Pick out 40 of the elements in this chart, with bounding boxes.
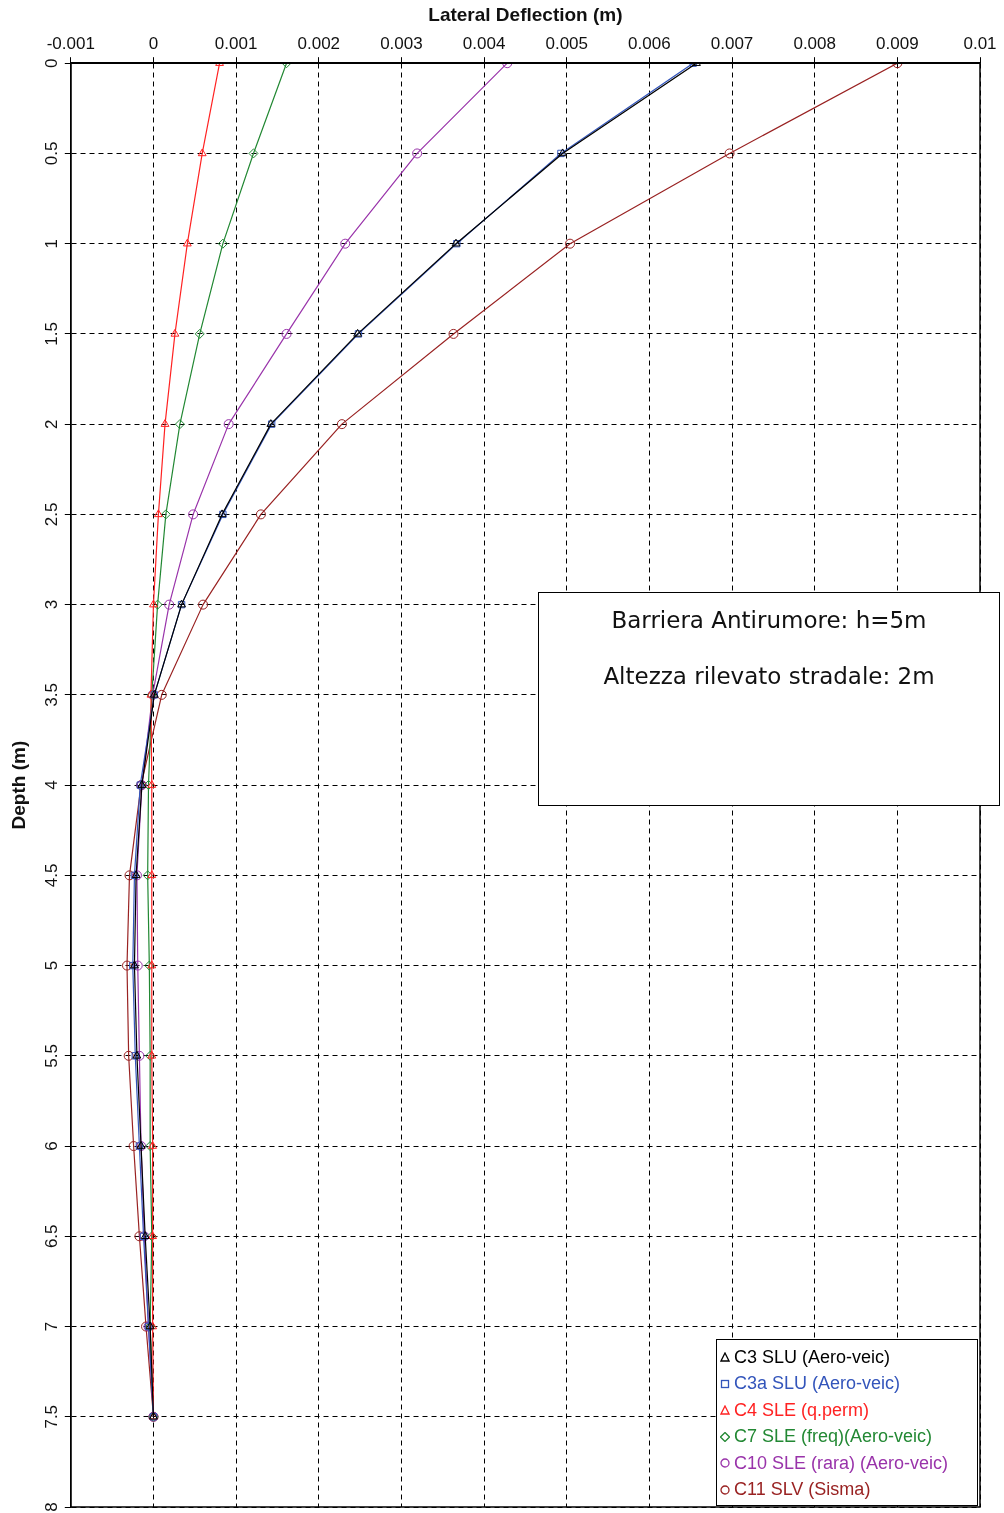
annotation: Altezza rilevato stradale: 2m <box>602 663 936 689</box>
legend-label: C7 SLE (freq)(Aero-veic) <box>734 1426 933 1448</box>
y-tick-label: 0 <box>42 58 62 68</box>
x-tick-label: 0.003 <box>380 33 423 53</box>
y-tick-label: 4.5 <box>42 863 62 888</box>
y-tick-label: 4 <box>42 780 62 790</box>
y-tick-label: 7 <box>42 1321 62 1332</box>
y-tick-label: 5 <box>42 960 62 971</box>
x-tick-label: 0.007 <box>710 33 754 53</box>
y-axis-title: Depth (m) <box>7 740 29 830</box>
y-tick-label: 5.5 <box>42 1043 62 1068</box>
x-tick-label: 0.005 <box>545 33 588 53</box>
x-tick-label: -0.001 <box>46 33 95 53</box>
x-tick-label: 0.004 <box>462 33 506 53</box>
y-tick-label: 0.5 <box>42 141 62 166</box>
x-tick-label: 0.002 <box>297 33 341 53</box>
x-tick-label: 0.009 <box>876 33 919 53</box>
x-tick-label: 0.008 <box>793 33 836 53</box>
annotation: Barriera Antirumore: h=5m <box>610 607 928 633</box>
y-tick-label: 2 <box>42 419 62 429</box>
x-axis-title: Lateral Deflection (m) <box>428 3 623 25</box>
y-tick-label: 8 <box>42 1502 62 1512</box>
legend-label: C11 SLV (Sisma) <box>734 1479 871 1501</box>
x-tick-label: 0 <box>148 33 159 53</box>
x-tick-label: 0.01 <box>963 33 997 53</box>
legend-label: C4 SLE (q.perm) <box>734 1399 870 1421</box>
y-tick-label: 1 <box>42 238 62 249</box>
x-tick-label: 0.006 <box>628 33 671 53</box>
y-tick-label: 6.5 <box>42 1224 62 1249</box>
legend-label: C3a SLU (Aero-veic) <box>734 1373 901 1395</box>
legend-label: C10 SLE (rara) (Aero-veic) <box>734 1452 949 1474</box>
y-tick-label: 2.5 <box>42 502 62 527</box>
y-tick-label: 3 <box>42 599 62 610</box>
y-tick-label: 7.5 <box>42 1404 62 1429</box>
y-tick-label: 1.5 <box>42 322 62 346</box>
y-tick-label: 3.5 <box>42 683 62 707</box>
legend-label: C3 SLU (Aero-veic) <box>734 1346 891 1368</box>
note-box: Barriera Antirumore: h=5m Altezza rilevato stradale: 2m <box>538 592 1000 806</box>
x-tick-label: 0.001 <box>214 33 258 53</box>
y-tick-label: 6 <box>42 1141 62 1151</box>
